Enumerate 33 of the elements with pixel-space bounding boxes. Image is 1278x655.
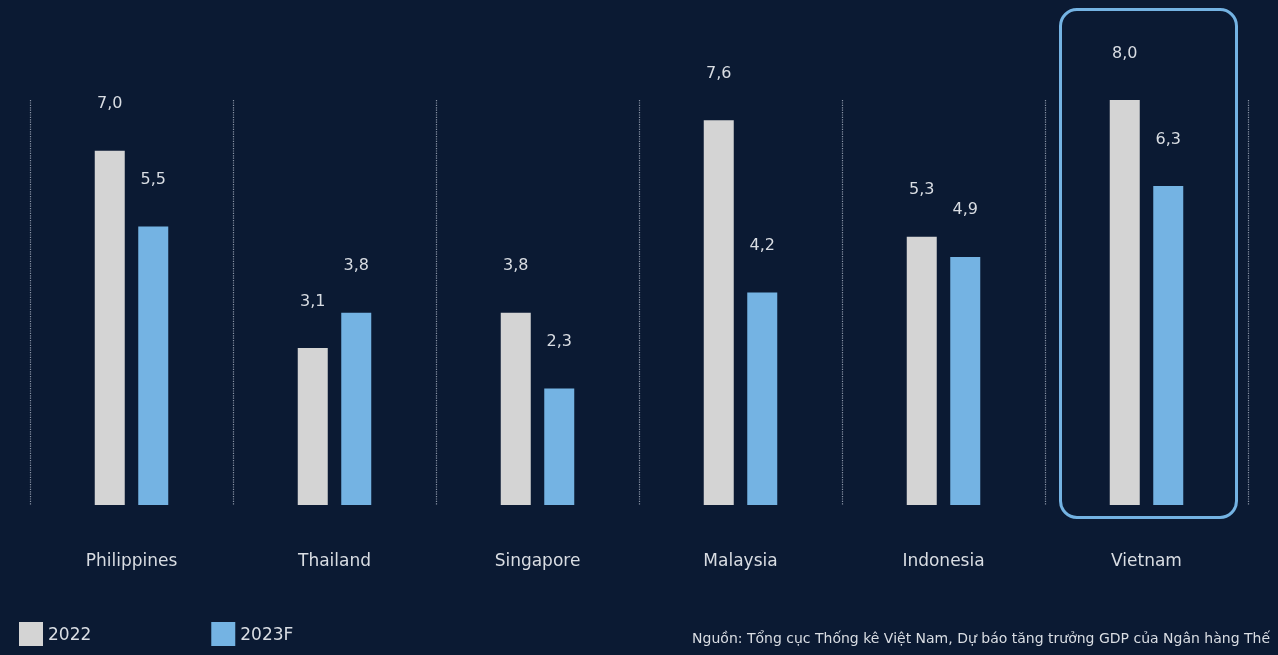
x-tick-label: Philippines <box>85 549 178 570</box>
data-label: 5,5 <box>140 169 166 189</box>
x-tick-label: Vietnam <box>1111 549 1182 570</box>
data-label: 7,6 <box>706 62 732 82</box>
data-label: 7,0 <box>97 93 123 113</box>
data-label: 5,3 <box>909 179 935 199</box>
data-label: 3,8 <box>503 255 529 275</box>
data-label: 6,3 <box>1155 128 1181 148</box>
text: Nguồn: Tổng cục Thống kê Việt Nam, Dự báo tăng trưởng GDP của Ngân hàng Thế <box>692 630 1271 646</box>
legend-label: 2022 <box>48 624 92 644</box>
bar <box>500 312 531 505</box>
x-tick-label: Singapore <box>494 549 581 570</box>
bar <box>906 236 937 505</box>
bar <box>747 292 778 505</box>
bar <box>1153 186 1184 505</box>
x-tick-label: Thailand <box>296 549 372 570</box>
bar <box>297 348 328 505</box>
bar <box>703 120 734 505</box>
bar <box>950 256 981 505</box>
x-tick-label: Indonesia <box>902 549 985 570</box>
data-label: 4,2 <box>749 234 775 254</box>
bar <box>138 226 169 505</box>
bar <box>341 312 372 505</box>
data-label: 3,1 <box>300 290 326 310</box>
bar <box>544 388 575 505</box>
data-label: 4,9 <box>952 199 978 219</box>
bar <box>94 150 125 505</box>
x-tick-label: Malaysia <box>703 549 778 570</box>
data-label: 3,8 <box>343 255 369 275</box>
legend-label: 2023F <box>240 624 294 644</box>
data-label: 2,3 <box>546 331 572 351</box>
bar <box>1109 100 1140 505</box>
data-label: 8,0 <box>1112 42 1138 62</box>
